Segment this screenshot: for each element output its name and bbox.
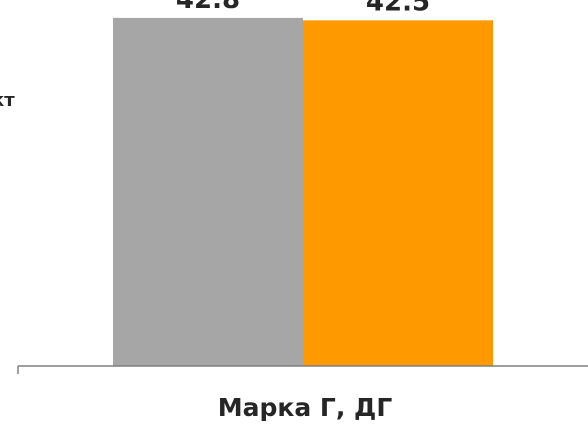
y-axis-label-fragment: кт [0,90,15,111]
value-labels-group: 42.8 42.5 [176,0,430,17]
bars-group [113,17,493,366]
category-label: Марка Г, ДГ [218,393,393,422]
data-label-series-2: 42.5 [366,0,430,17]
bar-series-1 [113,17,303,366]
data-label-series-1: 42.8 [176,0,240,15]
bar-series-2 [303,20,493,366]
